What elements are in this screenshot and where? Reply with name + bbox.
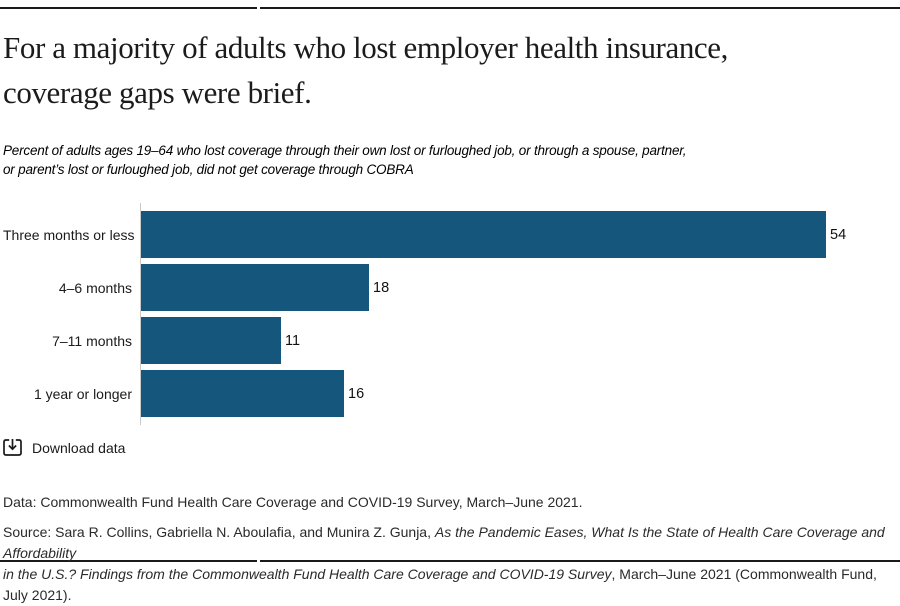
category-label: 4–6 months [58, 279, 132, 296]
category-label: 7–11 months [52, 332, 132, 349]
chart-row: 1 year or longer 16 [34, 367, 900, 420]
chart-title-line-2: coverage gaps were brief. [3, 75, 312, 110]
chart-row: 7–11 months 11 [52, 314, 900, 367]
y-axis-line [140, 203, 141, 425]
bar [141, 211, 826, 258]
chart-subtitle-line-1: Percent of adults ages 19–64 who lost co… [3, 143, 687, 158]
source-citation-italic: in the U.S.? Findings from the Commonwea… [3, 566, 612, 582]
chart-row: Three months or less 54 [3, 208, 900, 261]
top-rule-left-segment [0, 7, 257, 9]
value-label: 18 [373, 279, 390, 296]
bar [141, 370, 344, 417]
content-area: For a majority of adults who lost employ… [3, 9, 900, 606]
chart-rows: Three months or less 54 4–6 months 18 7–… [3, 208, 900, 420]
value-label: 16 [348, 385, 365, 402]
source-citation-italic: As the Pandemic Eases, What Is the State… [3, 524, 885, 561]
bar [141, 317, 281, 364]
data-note: Data: Commonwealth Fund Health Care Cove… [3, 494, 583, 510]
download-tray-icon [3, 439, 22, 456]
download-data-label: Download data [32, 440, 126, 456]
bar-chart: Three months or less 54 4–6 months 18 7–… [3, 203, 900, 425]
chart-row: 4–6 months 18 [59, 261, 900, 314]
chart-subtitle-line-2: or parent’s lost or furloughed job, did … [3, 161, 414, 177]
value-label: 11 [285, 332, 301, 349]
chart-title: For a majority of adults who lost employ… [3, 25, 900, 115]
download-data-button[interactable]: Download data [3, 439, 125, 457]
source-line: in the U.S.? Findings from the Commonwea… [3, 564, 900, 606]
bottom-rule-right-segment [260, 560, 900, 562]
source-line: Source: Sara R. Collins, Gabriella N. Ab… [3, 522, 900, 564]
category-label: Three months or less [3, 226, 135, 243]
bottom-rule-left-segment [0, 560, 257, 562]
source-text: Source: Sara R. Collins, Gabriella N. Ab… [3, 524, 435, 540]
source-note: Source: Sara R. Collins, Gabriella N. Ab… [3, 522, 900, 606]
chart-title-line-1: For a majority of adults who lost employ… [3, 30, 728, 65]
chart-subtitle: Percent of adults ages 19–64 who lost co… [3, 142, 900, 179]
top-rule-right-segment [260, 7, 900, 9]
chart-page: { "header": { "title_line1": "For a majo… [0, 7, 900, 603]
category-label: 1 year or longer [33, 385, 132, 402]
value-label: 54 [830, 226, 847, 243]
bar [141, 264, 369, 311]
